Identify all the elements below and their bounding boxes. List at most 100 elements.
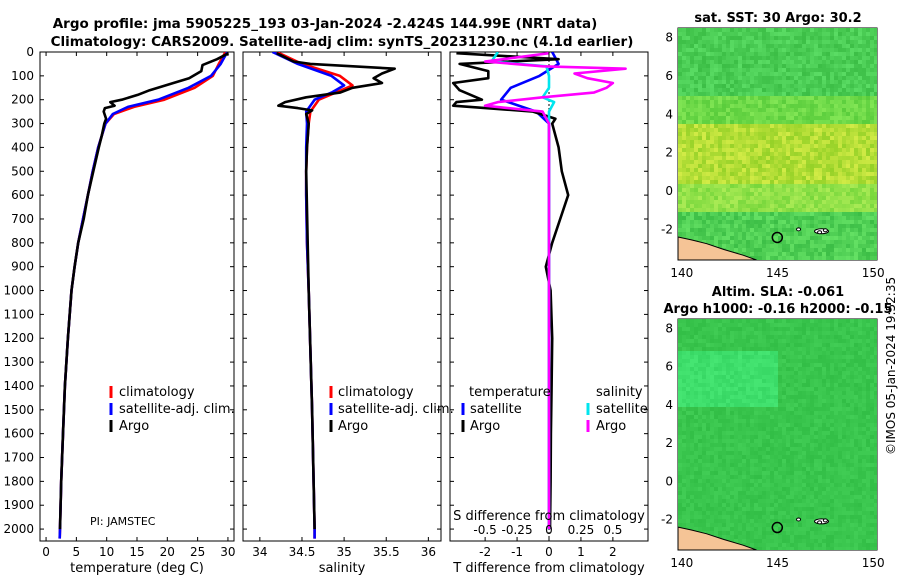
map-cell	[694, 411, 699, 416]
map-cell	[814, 60, 819, 65]
map-cell	[702, 124, 707, 129]
map-cell	[726, 335, 731, 340]
map-cell	[794, 339, 799, 344]
map-cell	[870, 80, 875, 85]
map-cell	[814, 244, 819, 249]
map-cell	[866, 84, 871, 89]
map-cell	[710, 379, 715, 384]
map-cell	[754, 403, 759, 408]
map-cell	[790, 351, 795, 356]
map-cell	[862, 128, 867, 133]
map-cell	[738, 391, 743, 396]
map-cell	[814, 395, 819, 400]
map-cell	[754, 244, 759, 249]
map-cell	[830, 423, 835, 428]
map-cell	[762, 200, 767, 205]
map-cell	[834, 52, 839, 57]
map-cell	[838, 427, 843, 432]
map-cell	[694, 427, 699, 432]
map-cell	[770, 52, 775, 57]
map-cell	[870, 228, 875, 233]
map-cell	[814, 44, 819, 49]
map-cell	[726, 204, 731, 209]
map-cell	[850, 96, 855, 101]
map-cell	[702, 208, 707, 213]
map-cell	[750, 212, 755, 217]
map-cell	[750, 451, 755, 456]
map-cell	[870, 68, 875, 73]
map-cell	[774, 104, 779, 109]
map-cell	[762, 84, 767, 89]
map-cell	[742, 192, 747, 197]
map-cell	[798, 319, 803, 324]
map-cell	[818, 363, 823, 368]
map-cell	[754, 32, 759, 37]
map-cell	[738, 387, 743, 392]
map-cell	[682, 355, 687, 360]
map-cell	[678, 68, 683, 73]
map-cell	[874, 339, 877, 344]
depth-tick-label: 900	[11, 260, 34, 274]
map-cell	[742, 220, 747, 225]
map-cell	[770, 132, 775, 137]
map-cell	[846, 335, 851, 340]
map-cell	[678, 52, 683, 57]
map-cell	[834, 164, 839, 169]
map-cell	[774, 92, 779, 97]
map-cell	[858, 367, 863, 372]
map-cell	[854, 379, 859, 384]
map-cell	[710, 188, 715, 193]
map-cell	[814, 100, 819, 105]
map-cell	[850, 100, 855, 105]
map-cell	[814, 48, 819, 53]
map-cell	[726, 427, 731, 432]
map-cell	[798, 395, 803, 400]
land-coast	[678, 236, 757, 260]
map-cell	[842, 339, 847, 344]
map-cell	[770, 415, 775, 420]
map-cell	[758, 431, 763, 436]
map-cell	[838, 455, 843, 460]
map-cell	[806, 244, 811, 249]
map-cell	[822, 64, 827, 69]
map-cell	[690, 323, 695, 328]
map-cell	[698, 367, 703, 372]
map-cell	[854, 451, 859, 456]
map-cell	[678, 28, 683, 33]
map-cell	[866, 96, 871, 101]
map-cell	[866, 248, 871, 253]
map-cell	[738, 383, 743, 388]
map-cell	[770, 36, 775, 41]
map-cell	[738, 36, 743, 41]
map-cell	[814, 188, 819, 193]
map-cell	[678, 220, 683, 225]
map-cell	[834, 44, 839, 49]
map-cell	[838, 172, 843, 177]
map-cell	[714, 335, 719, 340]
map-cell	[682, 192, 687, 197]
map-cell	[838, 347, 843, 352]
map-cell	[866, 435, 871, 440]
map-cell	[854, 423, 859, 428]
map-cell	[870, 359, 875, 364]
map-cell	[714, 108, 719, 113]
map-cell	[802, 124, 807, 129]
map-cell	[766, 220, 771, 225]
map-cell	[798, 423, 803, 428]
map-cell	[778, 192, 783, 197]
map-cell	[786, 208, 791, 213]
map-cell	[834, 184, 839, 189]
map-cell	[830, 248, 835, 253]
map-cell	[786, 92, 791, 97]
map-cell	[826, 140, 831, 145]
map-cell	[814, 36, 819, 41]
map-cell	[826, 224, 831, 229]
map-cell	[722, 367, 727, 372]
map-cell	[766, 339, 771, 344]
map-cell	[750, 335, 755, 340]
map-cell	[778, 68, 783, 73]
map-cell	[770, 459, 775, 464]
map-cell	[698, 407, 703, 412]
map-cell	[854, 435, 859, 440]
map-cell	[762, 447, 767, 452]
